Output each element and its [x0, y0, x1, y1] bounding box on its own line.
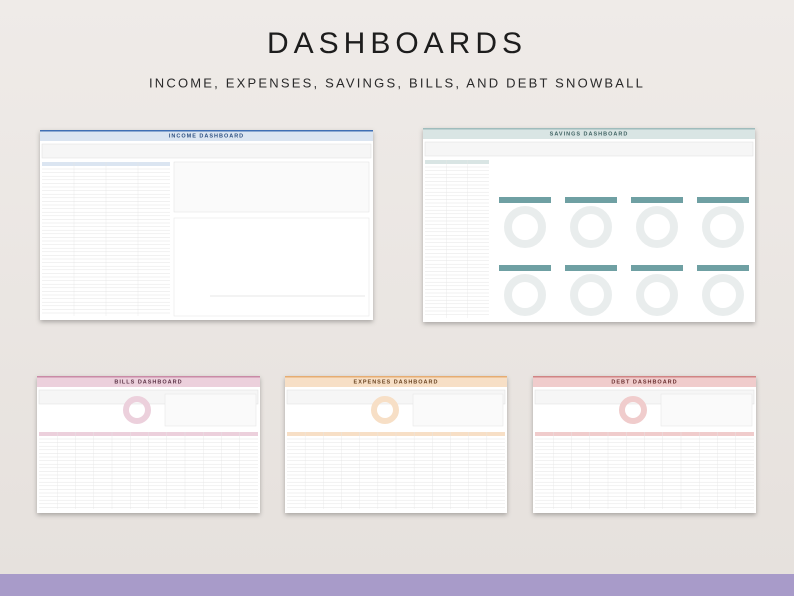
card-header — [631, 197, 683, 203]
card-ring — [702, 274, 744, 316]
card-ring — [504, 274, 546, 316]
card-ring — [636, 274, 678, 316]
card-header — [697, 197, 749, 203]
page-subtitle: INCOME, EXPENSES, SAVINGS, BILLS, AND DE… — [149, 75, 645, 90]
dashboard-panel: DEBT DASHBOARD — [533, 376, 756, 513]
panel-header — [285, 376, 507, 387]
panels: INCOME DASHBOARD SAVINGS DASHBOARD BILLS D… — [37, 128, 756, 513]
panel-title: DEBT DASHBOARD — [611, 379, 677, 385]
panel-title: EXPENSES DASHBOARD — [354, 379, 439, 385]
card-ring — [619, 396, 647, 424]
summary-table — [173, 161, 370, 213]
card-header — [697, 265, 749, 271]
dashboard-panel: SAVINGS DASHBOARD — [423, 128, 755, 322]
summary-strip — [424, 141, 754, 157]
summary-strip — [41, 143, 372, 159]
card-ring — [570, 206, 612, 248]
panel-header-line — [37, 376, 260, 378]
panel-header-line — [423, 128, 755, 130]
panel-header — [37, 376, 260, 387]
side-chart — [412, 393, 504, 427]
panel-header — [423, 128, 755, 139]
card-ring — [636, 206, 678, 248]
dashboard-panel: INCOME DASHBOARD — [40, 130, 373, 320]
panel-header — [533, 376, 756, 387]
page-title: DASHBOARDS — [267, 27, 527, 60]
card-header — [565, 265, 617, 271]
card-ring — [123, 396, 151, 424]
card-header — [565, 197, 617, 203]
side-chart — [660, 393, 753, 427]
panel-title: BILLS DASHBOARD — [114, 379, 182, 385]
card-header — [499, 265, 551, 271]
side-chart — [164, 393, 257, 427]
panel-header-line — [533, 376, 756, 378]
table-header — [425, 160, 489, 164]
card-ring — [702, 206, 744, 248]
panel-header — [40, 130, 373, 141]
chart-area — [173, 217, 370, 317]
dashboard-panel: BILLS DASHBOARD — [37, 376, 260, 513]
card-header — [499, 197, 551, 203]
card-header — [631, 265, 683, 271]
panel-header-line — [285, 376, 507, 378]
dashboard-panel: EXPENSES DASHBOARD — [285, 376, 507, 513]
footer-band — [0, 574, 794, 596]
card-ring — [504, 206, 546, 248]
card-ring — [371, 396, 399, 424]
panel-title: INCOME DASHBOARD — [169, 133, 244, 139]
card-ring — [570, 274, 612, 316]
panel-title: SAVINGS DASHBOARD — [550, 131, 629, 137]
panel-header-line — [40, 130, 373, 132]
